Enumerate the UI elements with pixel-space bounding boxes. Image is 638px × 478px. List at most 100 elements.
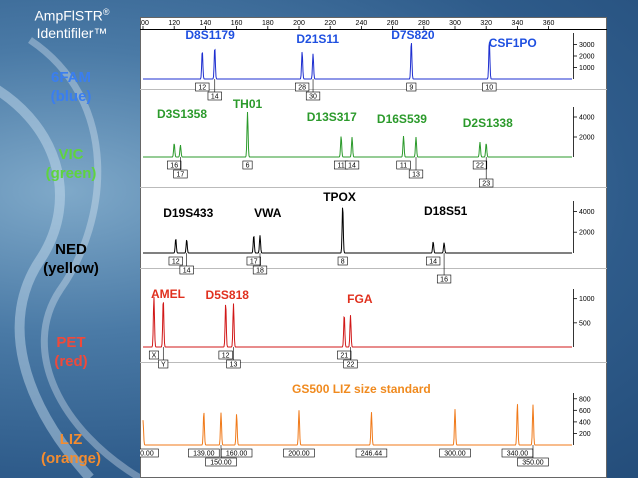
marker-label: D2S1338 bbox=[463, 116, 513, 130]
allele-box bbox=[343, 359, 358, 369]
marker-label: TH01 bbox=[233, 97, 263, 111]
y-tick-label: 2000 bbox=[579, 230, 595, 237]
allele-label: 14 bbox=[429, 259, 437, 266]
y-tick-label: 2000 bbox=[579, 135, 595, 142]
marker-label: VWA bbox=[254, 206, 282, 220]
allele-box bbox=[158, 359, 169, 369]
allele-box bbox=[148, 350, 159, 360]
allele-box bbox=[140, 448, 159, 458]
x-tick-label: 280 bbox=[418, 20, 430, 27]
allele-label: 14 bbox=[183, 268, 191, 275]
allele-label: 100.00 bbox=[140, 451, 154, 458]
allele-label: Y bbox=[161, 362, 166, 369]
allele-label: 14 bbox=[211, 94, 219, 101]
allele-label: 30 bbox=[309, 94, 317, 101]
y-tick-label: 1000 bbox=[579, 296, 595, 303]
y-tick-label: 2000 bbox=[579, 54, 595, 61]
dye-label-vic: VIC (green) bbox=[26, 145, 116, 183]
allele-label: 8 bbox=[341, 259, 345, 266]
marker-label: TPOX bbox=[323, 190, 356, 204]
y-tick-label: 4000 bbox=[579, 209, 595, 216]
allele-label: 14 bbox=[348, 163, 356, 170]
allele-label: 12 bbox=[198, 85, 206, 92]
allele-label: 11 bbox=[400, 163, 407, 170]
x-tick-label: 320 bbox=[480, 20, 492, 27]
x-tick-label: 200 bbox=[293, 20, 305, 27]
allele-label: 150.00 bbox=[210, 460, 232, 467]
allele-label: 16 bbox=[440, 277, 448, 284]
brand-title: AmpFlSTR® Identifiler™ bbox=[22, 4, 122, 42]
allele-box bbox=[283, 448, 315, 458]
allele-label: 21 bbox=[340, 353, 348, 360]
registered-mark: ® bbox=[102, 7, 110, 17]
dye-color-name: (green) bbox=[45, 165, 97, 182]
allele-label: 12 bbox=[222, 353, 230, 360]
marker-label: D13S317 bbox=[307, 110, 357, 124]
allele-label: 22 bbox=[347, 362, 355, 369]
trace-ned bbox=[143, 207, 572, 254]
dye-color-name: (blue) bbox=[50, 88, 92, 105]
allele-label: 246.44 bbox=[361, 451, 383, 458]
dye-color-name: (yellow) bbox=[43, 260, 99, 277]
allele-box bbox=[168, 256, 183, 266]
brand-name: AmpFlSTR bbox=[34, 7, 103, 24]
allele-label: 17 bbox=[177, 172, 185, 179]
allele-label: 9 bbox=[409, 85, 413, 92]
allele-box bbox=[167, 160, 182, 170]
marker-label: D8S1179 bbox=[185, 28, 235, 42]
allele-box bbox=[226, 359, 241, 369]
allele-box bbox=[472, 160, 488, 170]
allele-box bbox=[479, 178, 494, 188]
allele-box bbox=[179, 265, 194, 275]
x-tick-label: 120 bbox=[168, 20, 180, 27]
y-tick-label: 3000 bbox=[579, 42, 595, 49]
allele-label: X bbox=[152, 353, 157, 360]
allele-box bbox=[295, 82, 310, 92]
dye-label-liz: LIZ (orange) bbox=[26, 430, 116, 468]
allele-box bbox=[252, 265, 268, 275]
allele-box bbox=[436, 274, 452, 284]
allele-box bbox=[205, 457, 237, 467]
brand-product: Identifiler™ bbox=[36, 24, 108, 41]
allele-label: 23 bbox=[482, 181, 490, 188]
y-tick-label: 500 bbox=[579, 320, 591, 327]
marker-label: CSF1PO bbox=[489, 36, 537, 50]
marker-label: D19S433 bbox=[163, 206, 213, 220]
marker-label: D3S1358 bbox=[157, 107, 207, 121]
allele-box bbox=[337, 256, 348, 266]
allele-label: 13 bbox=[230, 362, 238, 369]
panel-border bbox=[140, 17, 607, 478]
allele-box bbox=[218, 350, 233, 360]
x-tick-label: 140 bbox=[200, 20, 212, 27]
dye-color-name: (red) bbox=[54, 353, 88, 370]
allele-box bbox=[355, 448, 388, 458]
allele-label: 200.00 bbox=[288, 451, 310, 458]
allele-label: 300.00 bbox=[444, 451, 466, 458]
allele-box bbox=[220, 448, 253, 458]
y-tick-label: 1000 bbox=[579, 65, 595, 72]
dye-label-pet: PET (red) bbox=[26, 333, 116, 371]
allele-label: 17 bbox=[250, 259, 258, 266]
allele-box bbox=[517, 457, 549, 467]
dna-helix-background bbox=[0, 37, 142, 478]
allele-box bbox=[188, 448, 220, 458]
allele-label: 11 bbox=[337, 163, 344, 170]
allele-label: 6 bbox=[246, 163, 250, 170]
allele-box bbox=[337, 350, 352, 360]
trace-liz bbox=[142, 404, 572, 446]
marker-label: D21S11 bbox=[296, 32, 339, 46]
dye-color-name: (orange) bbox=[41, 450, 101, 467]
allele-label: 18 bbox=[256, 268, 264, 275]
dye-label-ned: NED (yellow) bbox=[26, 240, 116, 278]
allele-label: 160.00 bbox=[226, 451, 248, 458]
allele-box bbox=[439, 448, 471, 458]
marker-label: D7S820 bbox=[391, 28, 435, 42]
marker-label: GS500 LIZ size standard bbox=[292, 382, 431, 396]
dye-name: LIZ bbox=[59, 431, 83, 448]
allele-label: 13 bbox=[412, 172, 420, 179]
allele-box bbox=[396, 160, 411, 170]
electropherogram-panel: 100 120 140 160 180 200 220 240 260 280 300 320 340 3… bbox=[140, 17, 607, 478]
y-tick-label: 4000 bbox=[579, 115, 595, 122]
marker-label: FGA bbox=[347, 292, 373, 306]
dye-label-6fam: 6FAM (blue) bbox=[26, 68, 116, 106]
